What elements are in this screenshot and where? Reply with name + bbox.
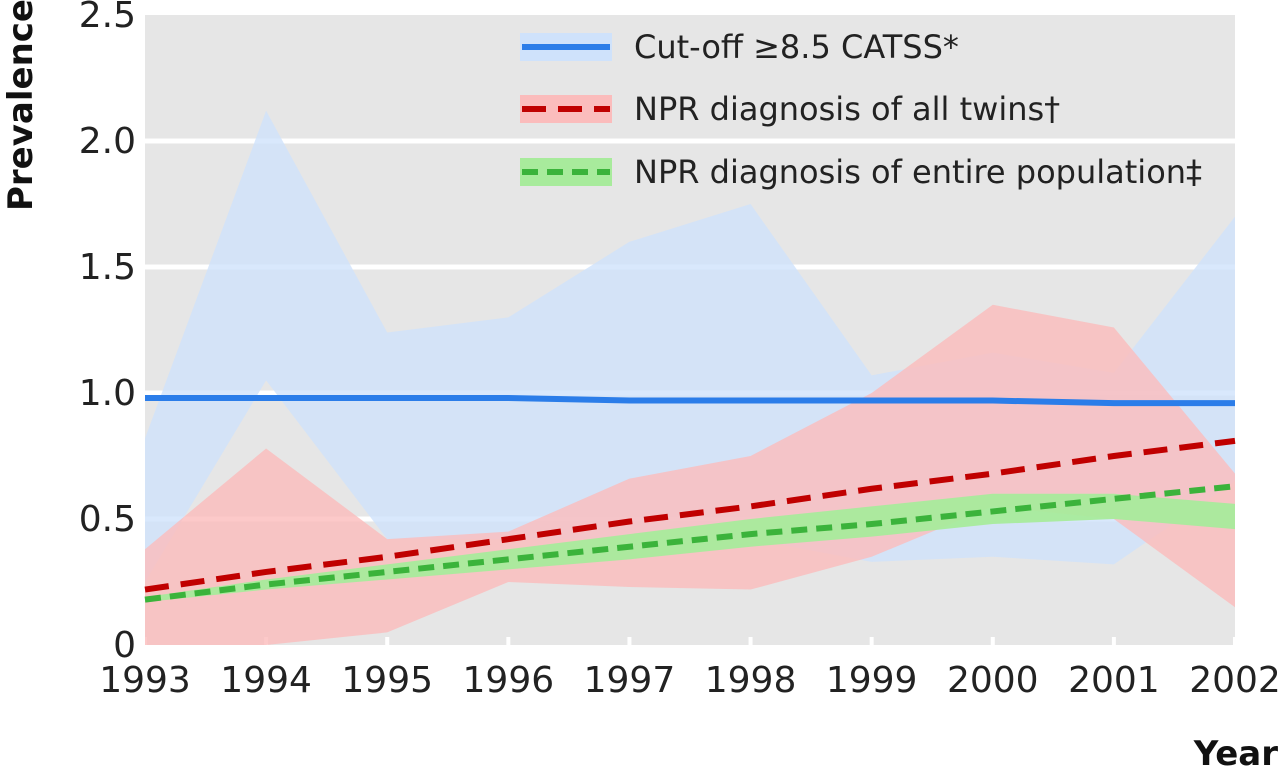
x-tick-label: 1997 (584, 660, 676, 701)
y-tick-label: 2.5 (79, 0, 136, 36)
series-lines (144, 395, 1236, 603)
series-line-2 (144, 437, 1236, 593)
y-tick-label: 1.5 (79, 247, 136, 288)
x-tick-label: 1995 (341, 660, 433, 701)
legend-label: NPR diagnosis of entire population‡ (634, 153, 1202, 191)
ci-band-3 (145, 493, 1235, 603)
y-tick-label: 2.0 (79, 121, 136, 162)
x-tick-label: 1998 (705, 660, 797, 701)
ci-band-2 (145, 304, 1235, 645)
legend-label: NPR diagnosis of all twins† (634, 90, 1060, 128)
x-tick-label: 1993 (99, 660, 191, 701)
x-tick-label: 2000 (947, 660, 1039, 701)
x-tick-label: 1994 (220, 660, 312, 701)
x-tick-label: 1999 (826, 660, 918, 701)
x-tick-label: 2001 (1068, 660, 1160, 701)
x-tick-label: 2002 (1189, 660, 1280, 701)
x-axis-title: Year (1193, 734, 1279, 770)
y-axis-title: Prevalence (1, 0, 41, 211)
y-tick-label: 0 (113, 625, 136, 666)
legend: Cut-off ≥8.5 CATSS* NPR diagnosis of all … (520, 28, 1202, 191)
x-tick-label: 1996 (463, 660, 555, 701)
series-line-1 (145, 395, 1235, 407)
confidence-bands (145, 110, 1235, 645)
axis-ticks: 0 0.5 1.0 1.5 2.0 2.5 1993 1994 1995 1996 1997 1998… (79, 0, 1280, 701)
y-tick-label: 0.5 (79, 499, 136, 540)
legend-label: Cut-off ≥8.5 CATSS* (634, 28, 959, 66)
y-tick-label: 1.0 (79, 373, 136, 414)
series-line-3 (144, 483, 1236, 603)
